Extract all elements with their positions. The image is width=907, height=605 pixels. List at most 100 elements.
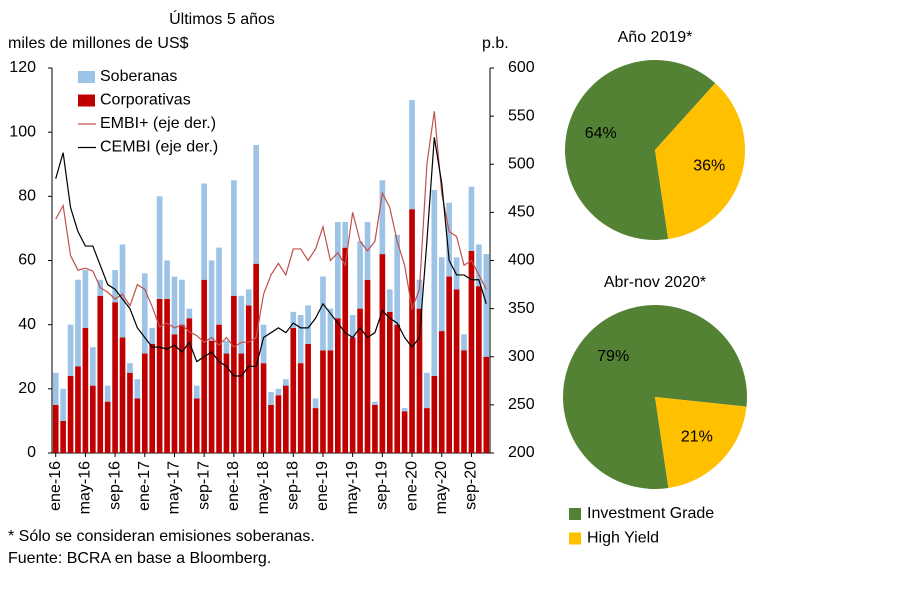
bar	[134, 379, 141, 399]
bar	[334, 222, 341, 319]
x-tick-label: ene-16	[47, 461, 64, 511]
bar	[483, 356, 490, 453]
y2-axis-title: p.b.	[482, 35, 509, 52]
chart-title: Últimos 5 años	[169, 9, 275, 28]
bar	[201, 183, 208, 280]
bar	[275, 388, 282, 396]
x-tick-label: sep-20	[463, 461, 480, 510]
bar	[394, 234, 401, 325]
bar	[149, 343, 156, 453]
x-tick-label: sep-16	[106, 461, 123, 510]
bar	[208, 260, 215, 341]
bar	[119, 337, 126, 453]
bar	[297, 363, 304, 453]
bar	[357, 241, 363, 309]
bar	[208, 340, 215, 453]
x-tick-label: ene-18	[225, 461, 242, 511]
bar	[401, 408, 408, 412]
bar	[305, 343, 311, 453]
bar	[75, 279, 81, 367]
bar	[327, 308, 334, 351]
bar	[127, 372, 133, 453]
x-tick-label: may-17	[166, 461, 183, 514]
bar	[334, 318, 341, 453]
y2-tick-label: 500	[508, 155, 535, 172]
legend-swatch	[78, 94, 95, 107]
bar	[483, 254, 490, 357]
bar	[193, 385, 200, 399]
bar	[164, 299, 170, 453]
x-tick-label: sep-17	[195, 461, 212, 510]
y-tick-label: 80	[18, 188, 36, 205]
bar	[438, 257, 445, 332]
pie-label: 64%	[585, 125, 617, 142]
y-tick-label: 0	[27, 444, 36, 461]
bar	[379, 254, 386, 453]
bar	[431, 189, 438, 376]
bar	[327, 350, 334, 453]
bar	[342, 222, 349, 248]
bar	[253, 263, 259, 453]
bar	[268, 392, 274, 405]
bar	[67, 324, 74, 376]
bar	[349, 337, 356, 453]
bar	[245, 289, 252, 306]
bar	[141, 273, 148, 354]
bar	[379, 180, 386, 255]
x-tick-label: may-20	[433, 461, 450, 514]
bar	[424, 408, 430, 453]
bar	[75, 366, 81, 453]
bar	[171, 276, 178, 335]
bar	[238, 353, 245, 453]
bar	[461, 350, 467, 453]
line	[55, 111, 487, 348]
pie-slice	[565, 60, 716, 241]
bar	[171, 334, 178, 453]
y2-tick-label: 250	[508, 396, 535, 413]
y2-tick-label: 300	[508, 348, 535, 365]
bar	[60, 388, 66, 421]
legend-label: High Yield	[587, 530, 659, 547]
bar	[127, 363, 133, 373]
bar	[179, 279, 185, 325]
bar	[260, 324, 267, 364]
bar	[216, 247, 222, 325]
pie-title: Año 2019*	[618, 29, 693, 46]
bar	[149, 327, 156, 344]
bar	[238, 295, 245, 354]
legend-swatch	[569, 532, 581, 545]
bar	[401, 411, 408, 453]
x-tick-label: ene-19	[314, 461, 331, 511]
bar	[468, 250, 475, 453]
y-tick-label: 60	[18, 252, 36, 269]
x-tick-label: may-19	[344, 461, 361, 514]
bar	[260, 363, 267, 453]
y-tick-label: 100	[9, 123, 36, 140]
y2-tick-label: 350	[508, 300, 535, 317]
y-tick-label: 20	[18, 380, 36, 397]
bar	[320, 276, 326, 351]
x-tick-label: sep-18	[284, 461, 301, 510]
bar	[409, 100, 415, 210]
x-tick-label: may-18	[255, 461, 272, 514]
bar	[164, 260, 170, 299]
legend-swatch	[569, 508, 581, 520]
bar	[349, 315, 356, 338]
bar	[82, 327, 89, 453]
footnote: Fuente: BCRA en base a Bloomberg.	[8, 550, 271, 567]
bar	[446, 276, 452, 453]
bar	[216, 324, 222, 453]
pie-title: Abr-nov 2020*	[604, 274, 706, 291]
bar	[424, 372, 430, 409]
bar	[372, 401, 378, 405]
bar	[283, 385, 289, 453]
bar	[156, 299, 163, 453]
y-axis-title: miles de millones de US$	[8, 35, 189, 52]
bar	[201, 279, 208, 453]
pie-label: 21%	[681, 428, 713, 445]
bar	[357, 308, 363, 453]
bar	[268, 404, 274, 453]
bar	[297, 315, 304, 364]
bar	[468, 186, 475, 251]
bar	[476, 286, 482, 453]
